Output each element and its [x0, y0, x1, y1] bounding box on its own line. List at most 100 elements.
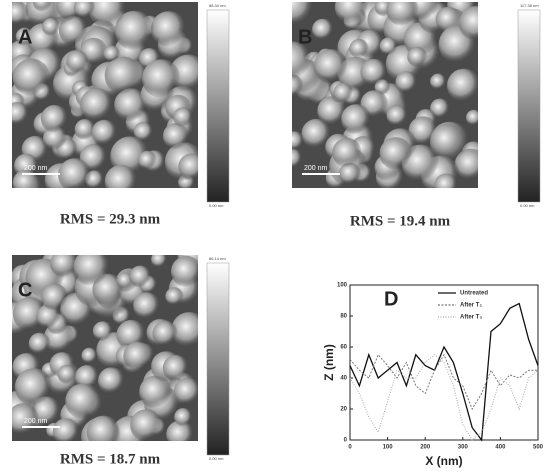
y-axis-label: Z (nm)	[322, 344, 336, 381]
series-line	[350, 355, 538, 440]
grain	[50, 250, 78, 278]
grain	[283, 149, 303, 169]
grain	[130, 409, 162, 441]
y-tick-label: 40	[340, 376, 347, 382]
rms-label: RMS = 29.3 nm	[60, 211, 161, 227]
legend-label: After T₂	[460, 303, 482, 309]
scale-bar-label: 200 nm	[304, 165, 328, 172]
colorbar	[207, 10, 229, 202]
grain	[65, 383, 101, 419]
grain	[447, 69, 481, 103]
colorbar-max: 86.14 nm	[209, 256, 226, 261]
grain	[15, 368, 53, 406]
y-tick-label: 100	[337, 283, 348, 289]
grain	[178, 153, 205, 180]
grain	[123, 342, 152, 371]
grain	[163, 355, 189, 381]
grain	[41, 105, 69, 133]
grain	[53, 418, 80, 445]
grain	[73, 249, 110, 286]
grain	[105, 165, 138, 198]
colorbar-max: 88.34 nm	[209, 3, 226, 8]
colorbar-min: 0.00 nm	[209, 456, 224, 461]
grain	[151, 11, 187, 47]
grain	[395, 71, 417, 93]
grain	[6, 102, 29, 125]
grain	[105, 57, 143, 95]
grain	[285, 131, 304, 150]
grain	[80, 88, 114, 122]
grain	[173, 107, 193, 127]
grain	[129, 266, 151, 288]
x-tick-label: 500	[533, 445, 544, 451]
series-line	[350, 304, 538, 440]
grain	[314, 49, 348, 83]
grain	[459, 6, 494, 41]
grain	[341, 104, 371, 134]
grain	[42, 18, 60, 36]
grain	[312, 19, 334, 41]
colorbar	[518, 10, 540, 202]
grain	[380, 37, 398, 55]
grain	[151, 251, 167, 267]
rms-label: RMS = 19.4 nm	[350, 213, 451, 229]
grain	[81, 348, 97, 364]
panel-label: B	[298, 26, 312, 48]
grain	[430, 74, 446, 90]
x-tick-label: 200	[420, 445, 431, 451]
grain	[174, 408, 192, 426]
grain	[430, 124, 464, 158]
y-tick-label: 80	[340, 314, 347, 320]
grain	[133, 292, 160, 319]
x-tick-label: 400	[495, 445, 506, 451]
grain	[360, 59, 387, 86]
panel-label: A	[18, 26, 32, 48]
grain	[165, 287, 183, 305]
grain	[29, 333, 51, 355]
legend-label: After T₃	[460, 315, 482, 321]
grain	[171, 256, 202, 287]
colorbar-min: 0.00 nm	[520, 203, 535, 208]
grain	[142, 59, 181, 98]
y-tick-label: 0	[344, 438, 348, 444]
grain	[87, 416, 121, 450]
grain	[13, 59, 51, 97]
grain	[386, 105, 407, 126]
grain	[407, 47, 427, 67]
grain	[333, 83, 353, 103]
scale-bar-label: 200 nm	[24, 418, 48, 425]
grain	[152, 321, 178, 347]
grain	[58, 158, 92, 192]
grain	[466, 110, 482, 126]
grain	[41, 284, 68, 311]
figure: 200 nm A 88.34 nm 0.00 nm RMS = 29.3 nm 200 n…	[0, 0, 548, 470]
grain	[349, 39, 369, 59]
colorbar-max: 117.38 nm	[520, 3, 539, 8]
grain	[92, 120, 118, 146]
scale-bar-label: 200 nm	[24, 165, 48, 172]
legend-label: Untreated	[460, 291, 488, 297]
grain	[174, 378, 201, 405]
rms-label: RMS = 18.7 nm	[60, 451, 161, 467]
grain	[66, 50, 89, 73]
x-axis-label: X (nm)	[425, 454, 462, 468]
colorbar	[207, 263, 229, 455]
grain	[434, 173, 458, 197]
x-tick-label: 300	[458, 445, 469, 451]
grain	[379, 137, 412, 170]
grain	[163, 123, 190, 150]
y-tick-label: 60	[340, 345, 347, 351]
panel-label: D	[384, 288, 398, 310]
grain	[98, 367, 125, 394]
grain	[332, 138, 361, 167]
x-tick-label: 100	[383, 445, 394, 451]
panel-label: C	[18, 279, 32, 301]
grain	[5, 1, 29, 25]
grain	[138, 151, 157, 170]
y-tick-label: 20	[340, 407, 347, 413]
colorbar-min: 0.00 nm	[209, 203, 224, 208]
x-tick-label: 0	[348, 445, 352, 451]
grain	[58, 365, 77, 384]
grain	[93, 321, 113, 341]
grain	[104, 46, 121, 63]
